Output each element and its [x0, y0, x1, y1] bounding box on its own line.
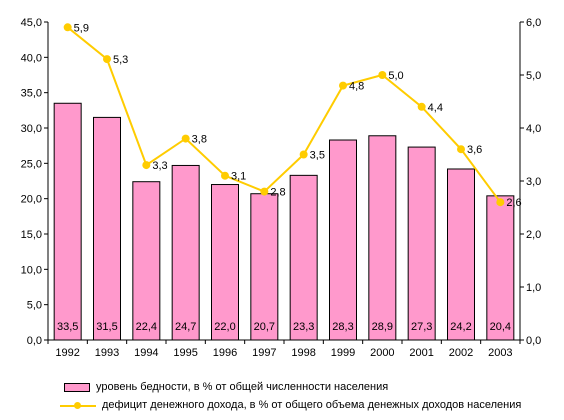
- x-tick-label: 1994: [134, 347, 158, 359]
- right-tick-label: 2,0: [526, 229, 541, 241]
- bar-value-label: 24,2: [450, 321, 471, 333]
- bar-value-label: 23,3: [293, 321, 314, 333]
- bar-value-label: 28,9: [372, 321, 393, 333]
- line-point: [417, 102, 426, 111]
- line-point: [496, 198, 505, 207]
- legend-bar-label: уровень бедности, в % от общей численнос…: [96, 381, 389, 393]
- x-tick-label: 1992: [55, 347, 79, 359]
- line-point: [142, 161, 151, 170]
- line-value-label: 3,8: [192, 134, 207, 146]
- left-tick-label: 25,0: [21, 158, 42, 170]
- bar: [329, 139, 357, 341]
- right-tick-label: 5,0: [526, 70, 541, 82]
- bar: [250, 193, 279, 341]
- left-tick-label: 0,0: [27, 335, 42, 347]
- x-tick-label: 1993: [95, 347, 119, 359]
- x-tick-label: 1995: [173, 347, 197, 359]
- legend-entry-line: дефицит денежного дохода, в % от общего …: [60, 396, 560, 414]
- bar: [368, 135, 397, 341]
- line-point: [181, 134, 190, 143]
- left-tick-label: 10,0: [21, 264, 42, 276]
- legend-entry-bar: уровень бедности, в % от общей численнос…: [60, 378, 560, 396]
- legend: уровень бедности, в % от общей численнос…: [60, 378, 560, 414]
- right-tick-label: 6,0: [526, 17, 541, 29]
- bar-value-label: 31,5: [96, 321, 117, 333]
- line-value-label: 4,8: [349, 81, 364, 93]
- right-tick-label: 3,0: [526, 176, 541, 188]
- line-point: [63, 23, 72, 32]
- line-point: [221, 171, 229, 180]
- legend-line-label: дефицит денежного дохода, в % от общего …: [102, 399, 522, 411]
- bar: [93, 116, 121, 341]
- bar-value-label: 20,7: [254, 321, 275, 333]
- left-tick-label: 40,0: [21, 52, 42, 64]
- bar: [211, 184, 239, 341]
- line-value-label: 5,0: [388, 70, 403, 82]
- bar-value-label: 33,5: [57, 321, 78, 333]
- bar-value-label: 22,4: [136, 321, 157, 333]
- line-value-label: 5,9: [74, 22, 89, 34]
- right-tick-label: 0,0: [526, 335, 541, 347]
- line-point: [260, 187, 269, 196]
- bar-value-label: 27,3: [411, 321, 432, 333]
- line-value-label: 5,3: [113, 54, 128, 66]
- x-tick-label: 2003: [488, 347, 512, 359]
- left-tick-label: 20,0: [21, 194, 42, 206]
- legend-line-swatch: [60, 401, 96, 410]
- line-point: [339, 81, 347, 90]
- line-value-label: 3,1: [231, 171, 246, 183]
- x-tick-label: 1996: [213, 347, 237, 359]
- bar-value-label: 28,3: [332, 321, 353, 333]
- x-tick-label: 2002: [449, 347, 473, 359]
- line-value-label: 3,6: [467, 144, 482, 156]
- bar: [447, 168, 475, 341]
- right-tick-label: 4,0: [526, 123, 541, 135]
- bar-value-label: 20,4: [490, 321, 511, 333]
- left-tick-label: 5,0: [27, 300, 42, 312]
- line-point: [457, 145, 465, 154]
- line-point: [103, 55, 111, 64]
- right-tick-label: 1,0: [526, 282, 541, 294]
- line-value-label: 2,8: [270, 187, 285, 199]
- bar-value-label: 22,0: [214, 321, 235, 333]
- line-point: [299, 150, 308, 159]
- x-tick-label: 2001: [409, 347, 433, 359]
- left-tick-label: 35,0: [21, 88, 42, 100]
- x-tick-label: 1997: [252, 347, 276, 359]
- bar: [53, 102, 82, 341]
- line-value-label: 3,3: [152, 160, 167, 172]
- x-tick-label: 1998: [291, 347, 315, 359]
- line-value-label: 2,6: [506, 197, 521, 209]
- bar: [132, 181, 161, 341]
- line-value-label: 3,5: [310, 150, 325, 162]
- line-value-label: 4,4: [428, 102, 443, 114]
- left-tick-label: 45,0: [21, 17, 42, 29]
- x-tick-label: 2000: [370, 347, 394, 359]
- bar: [486, 195, 515, 341]
- x-tick-label: 1999: [331, 347, 355, 359]
- bar: [289, 174, 318, 341]
- bar-value-label: 24,7: [175, 321, 196, 333]
- bar: [171, 164, 200, 341]
- series-line: [67, 26, 502, 203]
- left-tick-label: 15,0: [21, 229, 42, 241]
- left-tick-label: 30,0: [21, 123, 42, 135]
- line-point: [378, 71, 387, 79]
- bar: [407, 146, 436, 341]
- legend-bar-swatch: [64, 382, 90, 392]
